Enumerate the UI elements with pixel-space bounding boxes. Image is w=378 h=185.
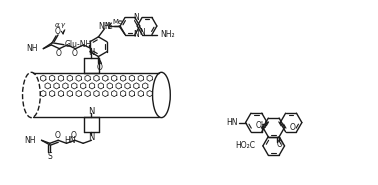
FancyArrowPatch shape [61,30,65,34]
Text: N: N [104,23,110,31]
Text: N: N [139,28,145,37]
Text: Me: Me [112,19,122,25]
Text: O: O [290,123,295,132]
Text: O: O [276,140,282,149]
Text: O: O [71,49,77,58]
Text: O: O [71,131,77,140]
Text: O: O [96,63,102,72]
Text: NH: NH [24,136,36,145]
Text: Glu-NH: Glu-NH [65,40,92,49]
Text: HN: HN [64,136,76,145]
Text: N: N [88,107,94,116]
Text: OH: OH [256,121,268,130]
Ellipse shape [23,72,40,118]
Text: α,γ: α,γ [54,22,65,28]
Text: O: O [56,49,61,58]
Text: N: N [88,133,94,142]
Text: N: N [133,30,139,39]
Ellipse shape [153,72,170,118]
Text: HO₂C: HO₂C [235,141,255,150]
Text: HN: HN [226,118,238,127]
Text: O: O [54,131,60,140]
Text: S: S [47,152,52,161]
Text: NH₂: NH₂ [99,21,113,31]
Text: O: O [54,27,60,36]
Text: NH: NH [26,44,37,53]
Text: N: N [88,48,94,57]
Text: N: N [133,13,139,22]
Text: NH₂: NH₂ [160,30,175,39]
